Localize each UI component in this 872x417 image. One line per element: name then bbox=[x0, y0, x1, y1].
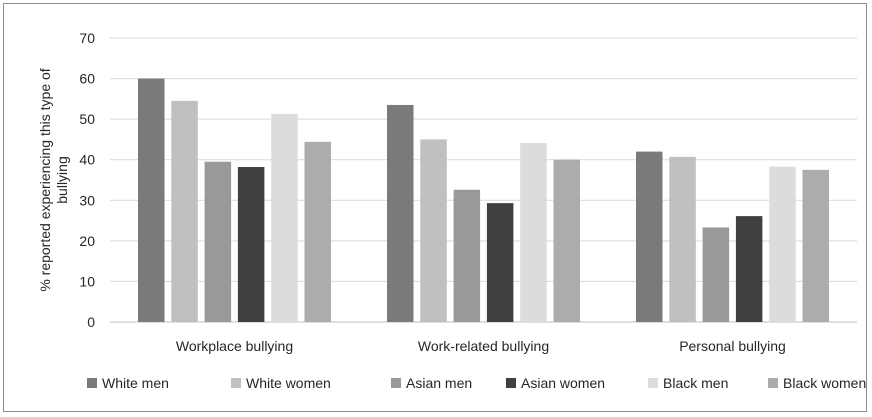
bar bbox=[486, 203, 514, 322]
legend-item: Asian women bbox=[506, 375, 605, 391]
bar bbox=[669, 156, 696, 322]
y-tick-label: 60 bbox=[79, 71, 95, 87]
y-axis-label: % reported experiencing this type ofbull… bbox=[37, 68, 70, 291]
legend-label: Asian women bbox=[521, 375, 605, 391]
x-axis: Workplace bullying Work-related bullying P… bbox=[176, 338, 786, 354]
bar bbox=[420, 139, 447, 322]
legend-swatch bbox=[87, 378, 97, 388]
bar bbox=[735, 216, 763, 322]
bar bbox=[138, 78, 165, 322]
y-axis-label-line: bullying bbox=[54, 156, 70, 203]
legend-item: Black women bbox=[768, 375, 866, 391]
bar bbox=[204, 161, 232, 322]
legend-item: Asian men bbox=[391, 375, 472, 391]
legend-item: White women bbox=[231, 375, 331, 391]
legend-label: White men bbox=[102, 375, 169, 391]
y-tick-label: 0 bbox=[87, 314, 95, 330]
y-axis-label-line: % reported experiencing this type of bbox=[37, 68, 53, 291]
bar bbox=[387, 104, 414, 322]
bar bbox=[553, 159, 580, 322]
legend-swatch bbox=[231, 378, 241, 388]
legend-label: Asian men bbox=[406, 375, 472, 391]
x-tick-label: Personal bullying bbox=[679, 338, 786, 354]
bar bbox=[453, 189, 481, 322]
legend-item: White men bbox=[87, 375, 169, 391]
bar-chart: 0 10 20 30 40 50 60 70 Workplace bullying Work-r… bbox=[37, 30, 866, 391]
legend-swatch bbox=[648, 378, 658, 388]
chart-frame: 0 10 20 30 40 50 60 70 Workplace bullying Work-r… bbox=[3, 3, 867, 412]
x-tick-label: Work-related bullying bbox=[418, 338, 549, 354]
y-tick-label: 20 bbox=[79, 233, 95, 249]
legend-label: White women bbox=[246, 375, 331, 391]
bar bbox=[769, 166, 796, 322]
gridlines bbox=[110, 37, 857, 323]
y-tick-label: 30 bbox=[79, 192, 95, 208]
bar bbox=[636, 151, 663, 322]
bar bbox=[171, 100, 198, 322]
legend-label: Black men bbox=[663, 375, 728, 391]
y-tick-label: 40 bbox=[79, 152, 95, 168]
bar bbox=[237, 167, 265, 322]
y-tick-label: 50 bbox=[79, 111, 95, 127]
y-tick-label: 10 bbox=[79, 273, 95, 289]
y-tick-label: 70 bbox=[79, 30, 95, 46]
bar bbox=[702, 227, 730, 322]
legend-swatch bbox=[506, 378, 516, 388]
legend-swatch bbox=[391, 378, 401, 388]
legend-label: Black women bbox=[783, 375, 866, 391]
legend: White men White women Asian men Asian women… bbox=[87, 375, 866, 391]
bars bbox=[138, 78, 829, 323]
legend-swatch bbox=[768, 378, 778, 388]
legend-item: Black men bbox=[648, 375, 728, 391]
bar bbox=[802, 169, 829, 322]
x-tick-label: Workplace bullying bbox=[176, 338, 293, 354]
bar bbox=[520, 143, 547, 322]
bar bbox=[271, 113, 298, 323]
y-axis: 0 10 20 30 40 50 60 70 bbox=[79, 30, 95, 330]
bar bbox=[304, 141, 331, 322]
